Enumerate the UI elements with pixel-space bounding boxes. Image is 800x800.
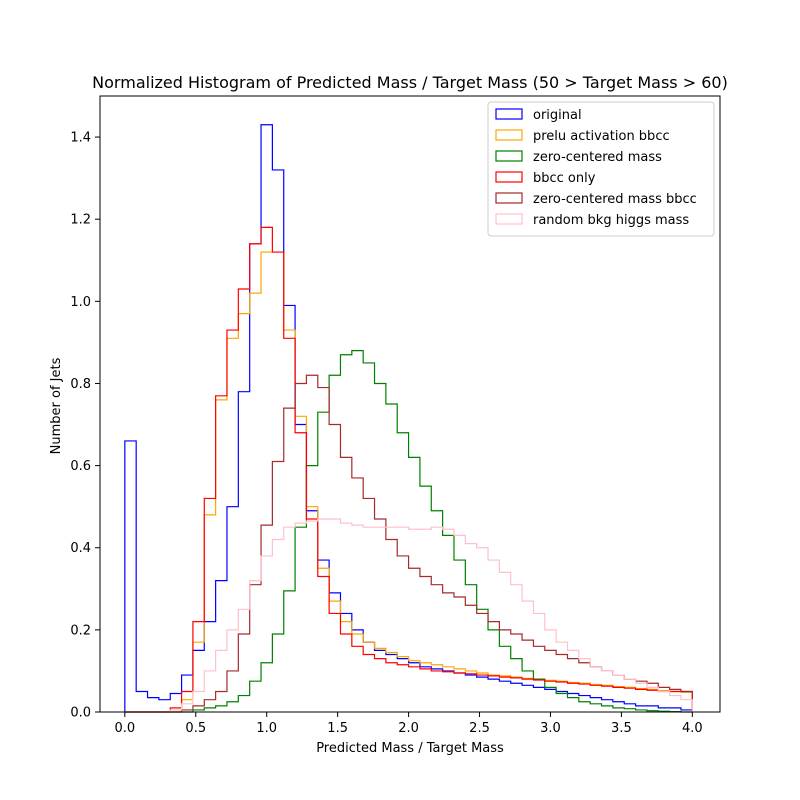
- legend-entry: zero-centered mass bbcc: [533, 192, 697, 207]
- legend-entry: bbcc only: [533, 171, 596, 186]
- x-tick-label: 3.5: [611, 721, 632, 736]
- y-tick-label: 0.0: [70, 706, 91, 721]
- legend-swatch: [495, 192, 523, 204]
- series-line-original: [124, 124, 693, 712]
- y-tick-label: 1.4: [70, 131, 91, 146]
- series-line-bbcc-only: [124, 226, 693, 713]
- y-axis-label: Number of Jets: [49, 357, 64, 454]
- y-axis: 0.0 0.2 0.4 0.6 0.8 1.0 1.2 1.4: [70, 131, 100, 721]
- legend-swatch: [495, 150, 523, 162]
- legend-swatch: [495, 108, 523, 120]
- legend-entry: random bkg higgs mass: [533, 213, 689, 228]
- legend: original prelu activation bbcc zero-center…: [487, 101, 715, 237]
- x-tick-label: 1.5: [327, 721, 348, 736]
- y-tick-label: 1.2: [70, 213, 91, 228]
- chart-title: Normalized Histogram of Predicted Mass /…: [92, 73, 728, 92]
- series-line-prelu-activation-bbcc: [124, 251, 693, 713]
- x-tick-label: 3.0: [540, 721, 561, 736]
- x-tick-label: 2.5: [469, 721, 490, 736]
- x-axis-label: Predicted Mass / Target Mass: [316, 741, 504, 756]
- y-tick-label: 0.6: [70, 459, 91, 474]
- series-line-zero-centered-mass: [124, 350, 693, 713]
- legend-box: [487, 101, 715, 237]
- x-tick-label: 4.0: [682, 721, 703, 736]
- series-line-random-bkg-higgs-mass: [124, 518, 693, 713]
- y-tick-label: 0.8: [70, 377, 91, 392]
- legend-entry: prelu activation bbcc: [533, 129, 670, 144]
- y-tick-label: 1.0: [70, 295, 91, 310]
- legend-entry: zero-centered mass: [533, 150, 662, 165]
- legend-swatch: [495, 213, 523, 225]
- x-tick-label: 0.0: [114, 721, 135, 736]
- x-axis: 0.0 0.5 1.0 1.5 2.0 2.5 3.0 3.5 4.0: [114, 712, 703, 736]
- x-tick-label: 1.0: [256, 721, 277, 736]
- y-tick-label: 0.4: [70, 541, 91, 556]
- legend-entry: original: [533, 108, 582, 123]
- plot-area: [99, 95, 721, 713]
- x-tick-label: 2.0: [398, 721, 419, 736]
- legend-swatch: [495, 171, 523, 183]
- y-tick-label: 0.2: [70, 623, 91, 638]
- x-tick-label: 0.5: [185, 721, 206, 736]
- legend-swatch: [495, 129, 523, 141]
- axes-frame: [99, 95, 721, 713]
